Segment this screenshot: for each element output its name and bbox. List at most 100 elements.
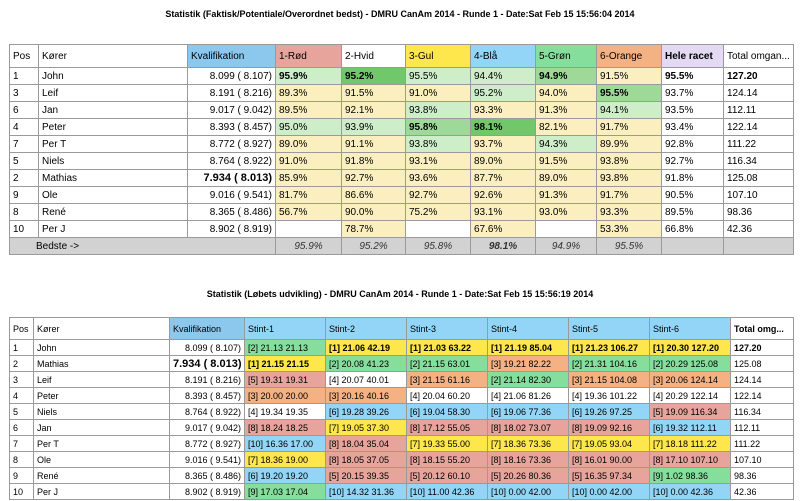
t2-cell: [8] 18.02 73.07 — [487, 419, 569, 436]
t1-cell: 8.772 ( 8.927) — [187, 135, 276, 153]
t2-cell: [8] 19.09 92.16 — [568, 419, 650, 436]
t1-header-cell: 1-Rød — [275, 44, 342, 68]
t2-cell: [5] 16.35 97.34 — [568, 467, 650, 484]
t1-cell: 67.6% — [470, 220, 536, 238]
t1-cell: 91.1% — [341, 135, 406, 153]
t2-cell: [3] 20.00 20.00 — [244, 387, 326, 404]
t2-cell: [8] 18.05 37.05 — [325, 451, 407, 468]
t1-table-row: 1 John 8.099 ( 8.107) 95.9% 95.2% 95.5% 94.4% 9… — [9, 67, 794, 85]
t1-cell: 91.8% — [341, 152, 406, 170]
t2-header-cell: Kvalifikation — [169, 317, 245, 340]
t2-cell: [1] 21.23 106.27 — [568, 339, 650, 356]
t2-header-row: Pos Kører Kvalifikation Stint-1 Stint-2 Stint… — [9, 317, 794, 340]
driver-name: Per T — [38, 135, 188, 153]
t1-cell: 107.10 — [723, 186, 794, 204]
t2-cell: [3] 20.16 40.16 — [325, 387, 407, 404]
t1-cell: 92.1% — [341, 101, 406, 119]
t1-header-cell: 5-Grøn — [535, 44, 597, 68]
t2-cell: [7] 19.05 37.30 — [325, 419, 407, 436]
best-value: 95.9% — [275, 237, 342, 255]
position: 8 — [9, 203, 39, 221]
t1-cell: 8.764 ( 8.922) — [187, 152, 276, 170]
t2-table-row: 10 Per J 8.902 ( 8.919) [9] 17.03 17.04 [10]… — [9, 483, 794, 500]
t2-header-cell: Stint-3 — [406, 317, 488, 340]
t1-cell — [535, 220, 597, 238]
t2-header-cell: Stint-2 — [325, 317, 407, 340]
t2-cell: [3] 20.06 124.14 — [649, 371, 731, 388]
t2-cell: [1] 21.03 63.22 — [406, 339, 488, 356]
t2-cell: 8.365 ( 8.486) — [169, 467, 245, 484]
position: 1 — [9, 339, 34, 356]
t2-cell: [5] 20.12 60.10 — [406, 467, 488, 484]
t1-cell: 8.191 ( 8.216) — [187, 84, 276, 102]
t1-cell: 89.0% — [470, 152, 536, 170]
t2-cell: 9.016 ( 9.541) — [169, 451, 245, 468]
t2-cell: [2] 21.13 21.13 — [244, 339, 326, 356]
empty-cell — [723, 237, 794, 255]
driver-name: Ole — [33, 451, 170, 468]
t2-cell: [4] 21.06 81.26 — [487, 387, 569, 404]
t2-cell: 107.10 — [730, 451, 794, 468]
t2-cell: [8] 16.01 90.00 — [568, 451, 650, 468]
t2-cell: [6] 19.06 77.36 — [487, 403, 569, 420]
driver-name: John — [33, 339, 170, 356]
driver-name: Leif — [38, 84, 188, 102]
t1-cell: 95.0% — [275, 118, 342, 136]
t2-cell: 127.20 — [730, 339, 794, 356]
t1-cell: 95.5% — [661, 67, 724, 85]
t1-cell: 75.2% — [405, 203, 471, 221]
position: 5 — [9, 152, 39, 170]
t2-table-row: 4 Peter 8.393 ( 8.457) [3] 20.00 20.00 [3] 2… — [9, 387, 794, 404]
t1-table-row: 5 Niels 8.764 ( 8.922) 91.0% 91.8% 93.1% 89.0%… — [9, 152, 794, 170]
t1-cell: 91.5% — [596, 67, 662, 85]
t2-header-cell: Pos — [9, 317, 34, 340]
t1-cell: 78.7% — [341, 220, 406, 238]
t2-cell: [2] 21.31 104.16 — [568, 355, 650, 372]
t1-cell: 81.7% — [275, 186, 342, 204]
best-value: 95.2% — [341, 237, 406, 255]
t2-cell: [2] 21.15 63.01 — [406, 355, 488, 372]
driver-name: Niels — [33, 403, 170, 420]
t1-table-row: 8 René 8.365 ( 8.486) 56.7% 90.0% 75.2% 93.1% 9… — [9, 203, 794, 221]
t1-cell: 93.8% — [405, 135, 471, 153]
t2-cell: 122.14 — [730, 387, 794, 404]
t1-header-cell: 3-Gul — [405, 44, 471, 68]
t2-cell: [7] 19.05 93.04 — [568, 435, 650, 452]
t1-cell: 9.016 ( 9.541) — [187, 186, 276, 204]
t1-header-cell: Total omgan... — [723, 44, 794, 68]
t2-cell: [7] 18.18 111.22 — [649, 435, 731, 452]
t1-cell: 9.017 ( 9.042) — [187, 101, 276, 119]
t1-cell: 90.0% — [341, 203, 406, 221]
t1-cell: 93.7% — [661, 84, 724, 102]
t2-cell: [7] 18.36 19.00 — [244, 451, 326, 468]
t1-cell: 87.7% — [470, 169, 536, 187]
t1-cell: 95.2% — [341, 67, 406, 85]
t1-cell: 91.7% — [596, 118, 662, 136]
t1-cell: 93.1% — [470, 203, 536, 221]
t2-cell: 9.017 ( 9.042) — [169, 419, 245, 436]
driver-name: Per J — [33, 483, 170, 500]
best-value: 95.8% — [405, 237, 471, 255]
position: 6 — [9, 419, 34, 436]
t1-cell: 91.8% — [661, 169, 724, 187]
t2-cell: 125.08 — [730, 355, 794, 372]
t2-cell: [2] 20.08 41.23 — [325, 355, 407, 372]
t1-table-row: 10 Per J 8.902 ( 8.919) 78.7% 67.6% 53.3% 66.8… — [9, 220, 794, 238]
t1-cell: 112.11 — [723, 101, 794, 119]
driver-name: Ole — [38, 186, 188, 204]
t1-best-row: Bedste -> 95.9% 95.2% 95.8% 98.1% 94.9% 95.5% — [9, 237, 794, 255]
driver-name: Mathias — [38, 169, 188, 187]
t1-cell: 127.20 — [723, 67, 794, 85]
t1-cell: 89.3% — [275, 84, 342, 102]
t2-table-row: 7 Per T 8.772 ( 8.927) [10] 16.36 17.00 [8] … — [9, 435, 794, 452]
t2-cell: [9] 17.03 17.04 — [244, 483, 326, 500]
t1-cell: 95.2% — [470, 84, 536, 102]
t1-cell: 93.6% — [405, 169, 471, 187]
t2-cell: 116.34 — [730, 403, 794, 420]
driver-name: Jan — [33, 419, 170, 436]
position: 2 — [9, 355, 34, 372]
t2-cell: [10] 0.00 42.00 — [487, 483, 569, 500]
t2-cell: [5] 19.31 19.31 — [244, 371, 326, 388]
t1-cell: 124.14 — [723, 84, 794, 102]
position: 4 — [9, 118, 39, 136]
